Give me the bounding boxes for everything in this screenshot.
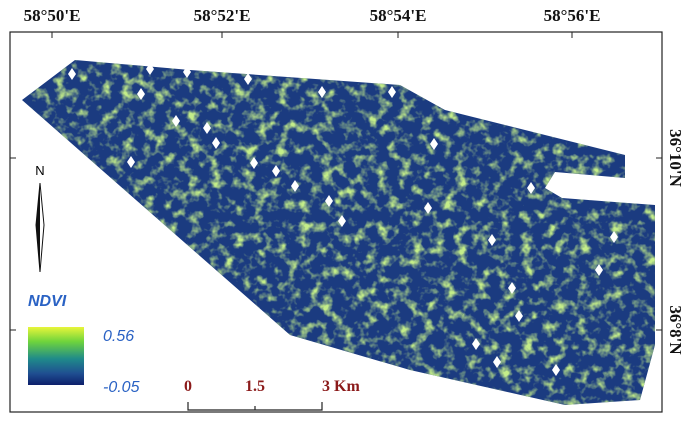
longitude-label: 58°52'E	[194, 6, 251, 25]
scale-label: 1.5	[245, 378, 265, 395]
longitude-label: 58°50'E	[24, 6, 81, 25]
scale-bar	[188, 402, 322, 410]
legend-min: -0.05	[103, 379, 140, 396]
ndvi-raster	[0, 0, 683, 421]
scale-label: 0	[184, 378, 192, 395]
color-bar	[28, 327, 84, 385]
north-arrow	[36, 183, 44, 272]
latitude-label: 36°8'N	[666, 305, 683, 355]
legend-max: 0.56	[103, 328, 134, 345]
north-label: N	[35, 163, 44, 178]
legend-title: NDVI	[28, 293, 67, 310]
latitude-label: 36°10'N	[666, 129, 683, 188]
scale-label: 3 Km	[322, 378, 360, 395]
map: 58°50'E 58°52'E 58°54'E 58°56'E 36°10'N …	[0, 0, 683, 421]
longitude-label: 58°54'E	[370, 6, 427, 25]
longitude-label: 58°56'E	[544, 6, 601, 25]
